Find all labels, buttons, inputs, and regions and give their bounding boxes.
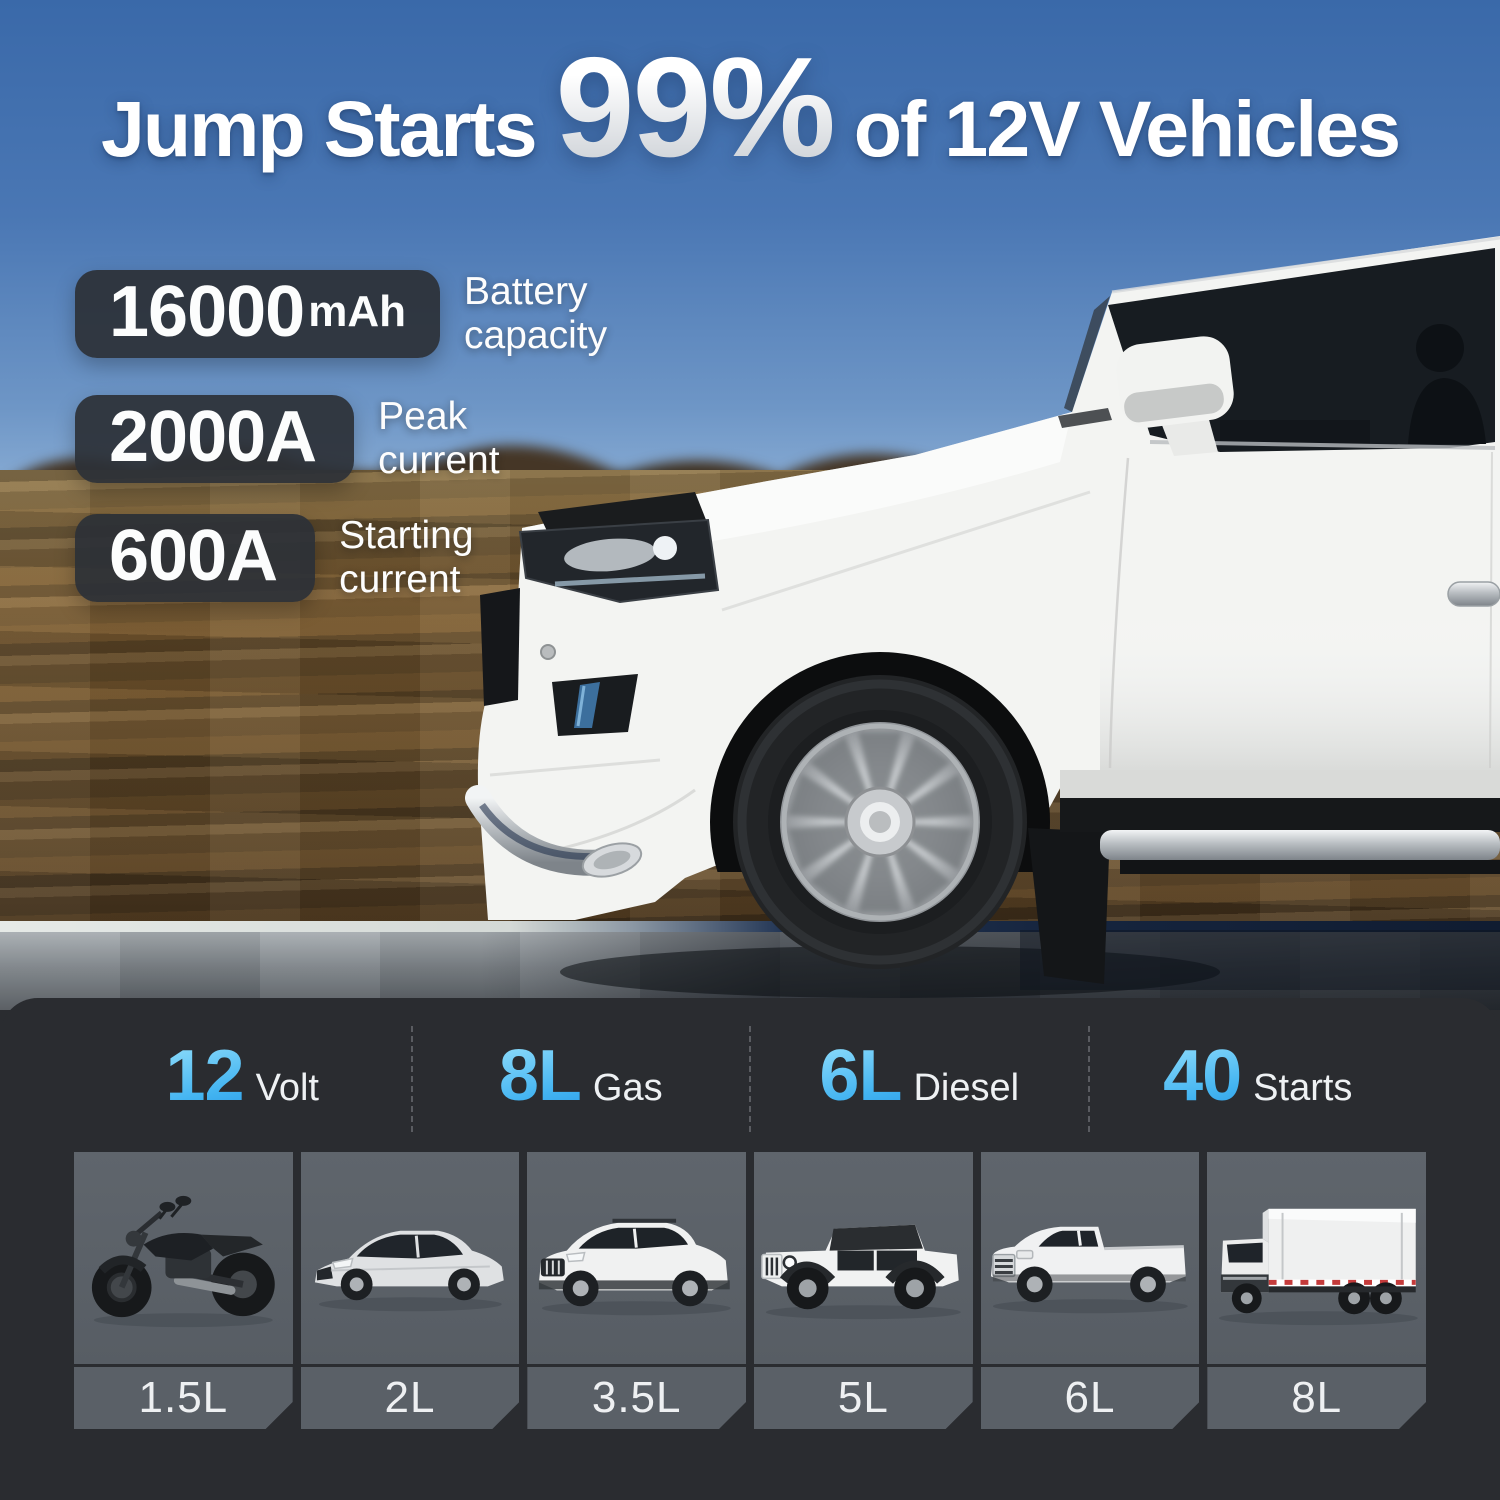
jeep-image [754, 1152, 973, 1364]
headline: Jump Starts 99% of 12V Vehicles [0, 26, 1500, 190]
headlight [518, 518, 720, 604]
vehicle-cell-compact-suv: 3.5L [527, 1152, 746, 1429]
spec-peak-current: 2000A Peak current [75, 395, 607, 484]
mud-flap [1028, 828, 1110, 984]
spec-badge: 600A [75, 514, 316, 603]
vehicle-cell-jeep: 5L [754, 1152, 973, 1429]
front-wheel [733, 675, 1027, 969]
sedan-image [300, 1152, 520, 1364]
engine-size-band: 2L [301, 1367, 520, 1429]
side-mirror [1116, 336, 1234, 456]
grille [480, 588, 520, 706]
motorcycle-image [74, 1152, 293, 1364]
spec-label: Battery capacity [464, 270, 608, 358]
spec-battery: 16000 mAh Battery capacity [75, 270, 607, 359]
road-edge-line [0, 921, 1500, 932]
compact-suv-image [527, 1152, 746, 1364]
spec-list: 16000 mAh Battery capacity 2000A Peak curre… [75, 270, 607, 639]
scene-photo: Jump Starts 99% of 12V Vehicles [0, 0, 1500, 1010]
headline-highlight: 99% [556, 26, 836, 190]
stats-row: 12 Volt 8L Gas 6L Diesel 40 Starts [74, 1026, 1426, 1132]
engine-size-band: 5L [754, 1367, 973, 1429]
vehicle-grid: 1.5L 2L [74, 1152, 1426, 1429]
spec-starting-current: 600A Starting current [75, 514, 607, 603]
door-handle [1447, 581, 1500, 607]
stat-starts: 40 Starts [1163, 1036, 1353, 1116]
spec-badge: 2000A [75, 395, 355, 484]
vehicle-cell-pickup: 6L [980, 1152, 1200, 1429]
fog-light [552, 674, 638, 736]
spec-badge: 16000 mAh [75, 270, 440, 359]
stat-gas: 8L Gas [413, 1026, 751, 1132]
engine-size-band: 1.5L [74, 1367, 293, 1429]
stat-volt: 12 Volt [74, 1026, 413, 1132]
engine-size-band: 6L [981, 1367, 1200, 1429]
engine-size-band: 8L [1207, 1367, 1426, 1429]
engine-size-band: 3.5L [527, 1367, 746, 1429]
headline-suffix: of 12V Vehicles [853, 84, 1401, 173]
suv-photo [465, 236, 1500, 998]
spec-label: Starting current [339, 513, 474, 602]
vehicle-cell-sedan: 2L [300, 1152, 520, 1429]
stats-panel: 12 Volt 8L Gas 6L Diesel 40 Starts [0, 998, 1500, 1500]
headline-prefix: Jump Starts [100, 84, 538, 173]
pickup-image [980, 1152, 1200, 1364]
vehicle-cell-motorcycle: 1.5L [74, 1152, 293, 1429]
vehicle-cell-box-truck: 8L [1207, 1152, 1426, 1429]
running-board [1100, 830, 1500, 860]
bull-bar [465, 785, 643, 878]
box-truck-image [1207, 1152, 1426, 1364]
stat-diesel: 6L Diesel [751, 1026, 1090, 1132]
spec-label: Peak current [378, 394, 500, 483]
